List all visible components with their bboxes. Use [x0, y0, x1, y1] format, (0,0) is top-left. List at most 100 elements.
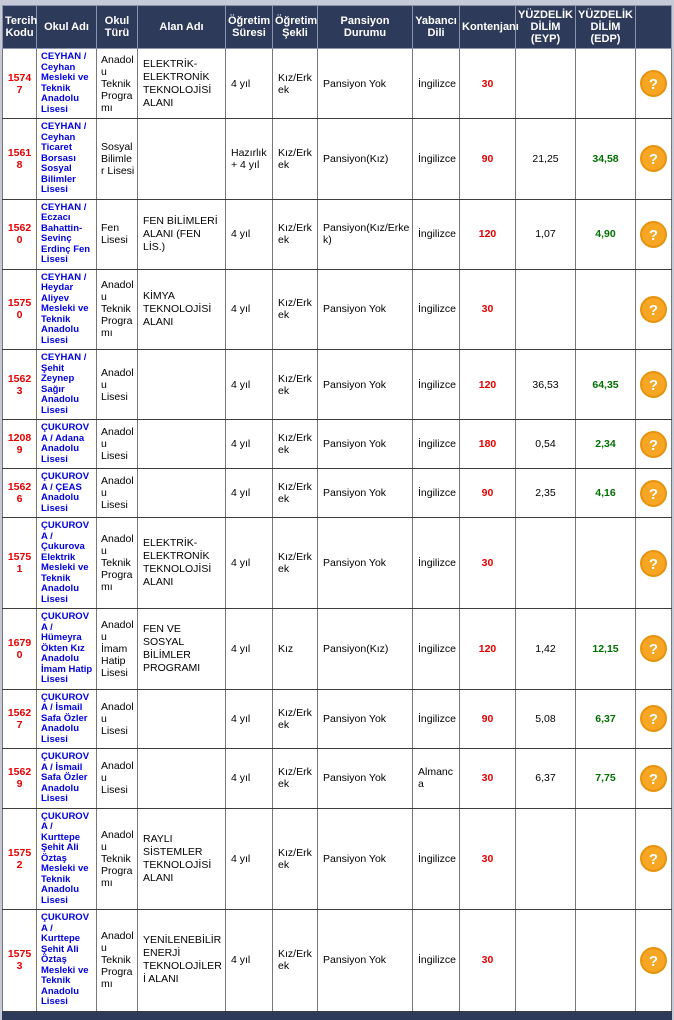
- ogretim-suresi-cell: Hazırlık + 4 yıl: [225, 118, 273, 200]
- edp-cell: 4,90: [575, 198, 636, 270]
- help-button[interactable]: ?: [640, 430, 667, 458]
- school-link[interactable]: CEYHAN / Ceyhan Mesleki ve Teknik Anadol…: [41, 51, 89, 115]
- pansiyon-durumu-cell: Pansiyon Yok: [317, 268, 413, 350]
- kontenjan-cell: 180: [459, 419, 516, 469]
- help-cell: ?: [635, 807, 672, 910]
- question-icon: ?: [648, 641, 659, 659]
- help-button[interactable]: ?: [640, 220, 667, 248]
- school-link[interactable]: CEYHAN / Eczacı Bahattin- Sevinç Erdinç …: [41, 201, 91, 265]
- col-header-okul-adi: Okul Adı: [36, 5, 97, 49]
- alan-adi-cell: [137, 419, 226, 469]
- question-icon: ?: [648, 711, 659, 729]
- kontenjan-cell: 30: [459, 48, 516, 119]
- school-link[interactable]: CEYHAN / Ceyhan Ticaret Borsası Sosyal B…: [41, 121, 87, 195]
- school-link[interactable]: ÇUKUROVA / Adana Anadolu Lisesi: [41, 422, 90, 465]
- yabanci-dili-cell: İngilizce: [412, 118, 460, 200]
- table-body: 15747 CEYHAN / Ceyhan Mesleki ve Teknik …: [2, 48, 672, 1012]
- help-button[interactable]: ?: [640, 479, 667, 507]
- eyp-cell: 21,25: [515, 118, 576, 200]
- ogretim-suresi-cell: 4 yıl: [225, 807, 273, 910]
- help-button[interactable]: ?: [640, 549, 667, 577]
- eyp-cell: 0,54: [515, 419, 576, 469]
- tercih-kodu-cell: 15626: [2, 468, 37, 518]
- okul-adi-cell: CEYHAN / Heydar Aliyev Mesleki ve Teknik…: [36, 268, 97, 350]
- help-button[interactable]: ?: [640, 764, 667, 792]
- help-button[interactable]: ?: [640, 705, 667, 733]
- eyp-cell: 36,53: [515, 349, 576, 420]
- alan-adi-cell: FEN BİLİMLERİ ALANI (FEN LİS.): [137, 198, 226, 270]
- question-icon: ?: [648, 485, 659, 503]
- yabanci-dili-cell: İngilizce: [412, 517, 460, 609]
- help-button[interactable]: ?: [640, 845, 667, 873]
- ogretim-suresi-cell: 4 yıl: [225, 48, 273, 119]
- kontenjan-cell: 30: [459, 807, 516, 910]
- col-header-yabanci-dili: Yabancı Dili: [412, 5, 460, 49]
- eyp-cell: [515, 268, 576, 350]
- okul-turu-cell: Anadolu Teknik Programı: [96, 517, 138, 609]
- school-link[interactable]: ÇUKUROVA / Kurttepe Şehit Ali Öztaş Mesl…: [41, 912, 90, 1007]
- help-button[interactable]: ?: [640, 145, 667, 173]
- col-header-help: [635, 5, 672, 49]
- help-button[interactable]: ?: [640, 295, 667, 323]
- help-cell: ?: [635, 909, 672, 1012]
- school-link[interactable]: ÇUKUROVA / Kurttepe Şehit Ali Öztaş Mesl…: [41, 810, 90, 906]
- question-icon: ?: [648, 952, 659, 970]
- col-header-ogretim-sekli: Öğretim Şekli: [272, 5, 318, 49]
- pansiyon-durumu-cell: Pansiyon Yok: [317, 807, 413, 910]
- eyp-cell: 1,42: [515, 608, 576, 690]
- pansiyon-durumu-cell: Pansiyon(Kız/Erkek): [317, 198, 413, 270]
- pansiyon-durumu-cell: Pansiyon(Kız): [317, 118, 413, 200]
- question-icon: ?: [648, 226, 659, 244]
- col-header-yuzdelik-eyp: YÜZDELİK DİLİM (EYP): [515, 5, 576, 49]
- ogretim-sekli-cell: Kız/Erkek: [272, 909, 318, 1012]
- table-row: 16790 ÇUKUROVA / Hümeyra Ökten Kız Anado…: [2, 608, 672, 690]
- okul-adi-cell: ÇUKUROVA / İsmail Safa Özler Anadolu Lis…: [36, 688, 97, 749]
- school-link[interactable]: ÇUKUROVA / Çukurova Elektrik Mesleki ve …: [41, 520, 90, 605]
- table-footer: [2, 1010, 672, 1020]
- question-icon: ?: [648, 555, 659, 573]
- pansiyon-durumu-cell: Pansiyon Yok: [317, 349, 413, 420]
- table-row: 15753 ÇUKUROVA / Kurttepe Şehit Ali Özta…: [2, 909, 672, 1012]
- yabanci-dili-cell: İngilizce: [412, 688, 460, 749]
- school-link[interactable]: ÇUKUROVA / Hümeyra Ökten Kız Anadolu İma…: [41, 611, 93, 685]
- school-link[interactable]: ÇUKUROVA / İsmail Safa Özler Anadolu Lis…: [41, 751, 90, 804]
- eyp-cell: 1,07: [515, 198, 576, 270]
- okul-turu-cell: Fen Lisesi: [96, 198, 138, 270]
- table-row: 15629 ÇUKUROVA / İsmail Safa Özler Anado…: [2, 748, 672, 809]
- table-row: 15618 CEYHAN / Ceyhan Ticaret Borsası So…: [2, 118, 672, 200]
- yabanci-dili-cell: İngilizce: [412, 268, 460, 350]
- alan-adi-cell: YENİLENEBİLİR ENERJİ TEKNOLOJİLERİ ALANI: [137, 909, 226, 1012]
- school-link[interactable]: CEYHAN / Şehit Zeynep Sağır Anadolu Lise…: [41, 352, 87, 416]
- help-button[interactable]: ?: [640, 70, 667, 97]
- pansiyon-durumu-cell: Pansiyon Yok: [317, 517, 413, 609]
- edp-cell: [575, 807, 636, 910]
- ogretim-suresi-cell: 4 yıl: [225, 517, 273, 609]
- table-row: 15751 ÇUKUROVA / Çukurova Elektrik Mesle…: [2, 517, 672, 609]
- kontenjan-cell: 30: [459, 909, 516, 1012]
- okul-turu-cell: Anadolu Teknik Programı: [96, 807, 138, 910]
- edp-cell: [575, 909, 636, 1012]
- question-icon: ?: [648, 436, 659, 454]
- school-link[interactable]: ÇUKUROVA / ÇEAS Anadolu Lisesi: [41, 471, 90, 514]
- table-row: 15627 ÇUKUROVA / İsmail Safa Özler Anado…: [2, 688, 672, 749]
- ogretim-sekli-cell: Kız/Erkek: [272, 748, 318, 809]
- col-header-kontenjani: Kontenjanı: [459, 5, 519, 49]
- okul-turu-cell: Anadolu Teknik Programı: [96, 909, 138, 1012]
- edp-cell: [575, 517, 636, 609]
- edp-cell: [575, 268, 636, 350]
- alan-adi-cell: [137, 468, 226, 518]
- okul-adi-cell: ÇUKUROVA / ÇEAS Anadolu Lisesi: [36, 468, 97, 518]
- kontenjan-cell: 120: [459, 349, 516, 420]
- school-link[interactable]: ÇUKUROVA / İsmail Safa Özler Anadolu Lis…: [41, 691, 90, 745]
- alan-adi-cell: ELEKTRİK-ELEKTRONİK TEKNOLOJİSİ ALANI: [137, 517, 226, 609]
- okul-adi-cell: CEYHAN / Ceyhan Mesleki ve Teknik Anadol…: [36, 48, 97, 119]
- help-button[interactable]: ?: [640, 946, 667, 974]
- eyp-cell: 6,37: [515, 748, 576, 809]
- kontenjan-cell: 30: [459, 268, 516, 350]
- help-button[interactable]: ?: [640, 635, 667, 663]
- help-button[interactable]: ?: [640, 371, 667, 398]
- kontenjan-cell: 120: [459, 608, 516, 690]
- alan-adi-cell: RAYLI SİSTEMLER TEKNOLOJİSİ ALANI: [137, 807, 226, 910]
- school-link[interactable]: CEYHAN / Heydar Aliyev Mesleki ve Teknik…: [41, 271, 89, 346]
- table-row: 15623 CEYHAN / Şehit Zeynep Sağır Anadol…: [2, 349, 672, 420]
